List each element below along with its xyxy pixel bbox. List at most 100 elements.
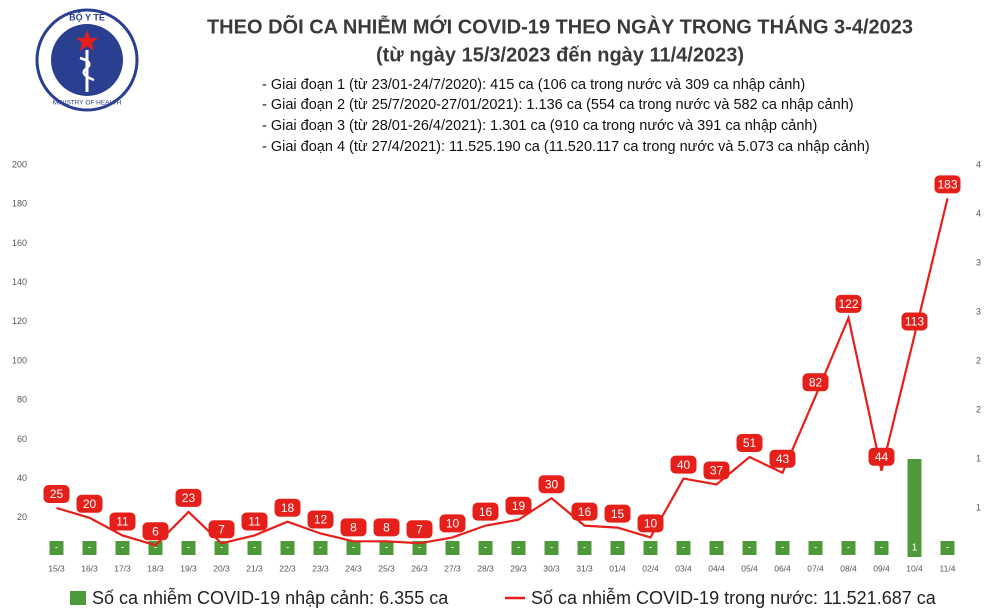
x-tick-label: 04/4	[708, 563, 725, 573]
data-label-bg	[373, 518, 400, 537]
data-label: 20	[83, 497, 97, 511]
bar-label-bg	[313, 541, 328, 555]
bar-label: -	[649, 543, 652, 554]
data-label: 183	[937, 177, 957, 191]
data-label-bg	[175, 488, 202, 507]
x-tick-label: 24/3	[345, 563, 362, 573]
data-label-bg	[406, 520, 433, 539]
bar-label-bg	[940, 541, 955, 555]
x-tick-label: 22/3	[279, 563, 296, 573]
x-tick-label: 15/3	[48, 563, 65, 573]
x-tick-label: 21/3	[246, 563, 263, 573]
y2-tick-label: 2	[976, 404, 981, 414]
bar-label-bg	[643, 541, 658, 555]
bar-label: -	[352, 543, 355, 554]
bar-label: -	[253, 543, 256, 554]
annotation: - Giai đoạn 3 (từ 28/01-26/4/2021): 1.30…	[262, 118, 817, 134]
x-tick-label: 18/3	[147, 563, 164, 573]
y-tick-label: 60	[17, 434, 27, 444]
bar-label: -	[88, 543, 91, 554]
y2-tick-label: 4	[976, 208, 981, 218]
data-label: 6	[152, 524, 159, 538]
bar-label-bg	[82, 541, 97, 555]
data-label-bg	[109, 512, 136, 531]
data-label-bg	[736, 434, 763, 453]
data-label-bg	[802, 373, 829, 392]
bar-label: -	[484, 543, 487, 554]
bar-label: -	[121, 543, 124, 554]
x-tick-label: 10/4	[906, 563, 923, 573]
y-tick-label: 100	[12, 355, 27, 365]
bar-label: -	[187, 543, 190, 554]
data-label: 7	[416, 522, 423, 536]
bar-label-bg	[709, 541, 724, 555]
data-label: 15	[611, 507, 625, 521]
bar-label: -	[451, 543, 454, 554]
x-tick-label: 02/4	[642, 563, 659, 573]
legend-label: Số ca nhiễm COVID-19 trong nước: 11.521.…	[531, 587, 937, 608]
data-label-bg	[43, 485, 70, 503]
bar-label-bg	[445, 541, 460, 555]
data-label: 7	[218, 522, 225, 536]
bar-label-bg	[841, 541, 856, 555]
x-tick-label: 20/3	[213, 563, 230, 573]
y-tick-label: 160	[12, 238, 27, 248]
bar-label: -	[154, 543, 157, 554]
logo-snake	[79, 56, 95, 82]
data-label-bg	[274, 498, 301, 517]
data-label-bg	[142, 522, 169, 541]
data-label: 37	[710, 464, 724, 478]
bar-label-bg	[478, 541, 493, 555]
y-tick-label: 40	[17, 473, 27, 483]
annotation: - Giai đoạn 4 (từ 27/4/2021): 11.525.190…	[262, 139, 870, 155]
y2-tick-label: 3	[976, 306, 981, 316]
legend-swatch	[70, 591, 86, 605]
bar-label-bg	[742, 541, 757, 555]
data-label: 11	[116, 515, 129, 529]
y2-tick-label: 4	[976, 159, 981, 169]
bar-label: -	[880, 543, 883, 554]
bar-label: -	[550, 543, 553, 554]
x-tick-label: 25/3	[378, 563, 395, 573]
data-label: 19	[512, 499, 526, 513]
data-label-bg	[538, 475, 565, 494]
bar-label-bg	[874, 541, 889, 555]
x-tick-label: 01/4	[609, 563, 626, 573]
x-tick-label: 28/3	[477, 563, 494, 573]
x-tick-label: 17/3	[114, 563, 131, 573]
bar-label-bg	[49, 541, 64, 555]
data-label-bg	[835, 294, 862, 313]
data-label-bg	[208, 520, 235, 539]
data-label: 18	[281, 501, 295, 515]
data-label-bg	[340, 518, 367, 537]
x-tick-label: 30/3	[543, 563, 560, 573]
x-tick-label: 08/4	[840, 563, 857, 573]
data-label: 122	[838, 297, 858, 311]
legend-label: Số ca nhiễm COVID-19 nhập cảnh: 6.355 ca	[92, 587, 449, 608]
bar-label: -	[715, 543, 718, 554]
x-tick-label: 23/3	[312, 563, 329, 573]
x-tick-label: 11/4	[940, 563, 956, 573]
x-tick-label: 05/4	[741, 563, 758, 573]
logo-star	[76, 30, 98, 51]
bar-label-bg	[346, 541, 361, 555]
data-label: 16	[578, 505, 592, 519]
bar-label-bg	[280, 541, 295, 555]
bar-label: -	[418, 543, 421, 554]
bar-label: 1	[912, 543, 918, 554]
logo-top: BỘ Y TẾ	[69, 11, 105, 22]
chart-subtitle: (từ ngày 15/3/2023 đến ngày 11/4/2023)	[376, 44, 744, 66]
bar-label: -	[814, 543, 817, 554]
data-label: 43	[776, 452, 790, 466]
data-label: 8	[383, 520, 390, 534]
x-tick-label: 29/3	[510, 563, 527, 573]
bar-label: -	[385, 543, 388, 554]
data-label-bg	[505, 496, 532, 515]
data-label: 30	[545, 477, 559, 491]
y-tick-label: 20	[17, 512, 27, 522]
data-label: 12	[314, 513, 328, 527]
x-tick-label: 06/4	[774, 563, 791, 573]
data-label-bg	[703, 461, 730, 480]
x-tick-label: 07/4	[807, 563, 824, 573]
x-tick-label: 27/3	[444, 563, 461, 573]
